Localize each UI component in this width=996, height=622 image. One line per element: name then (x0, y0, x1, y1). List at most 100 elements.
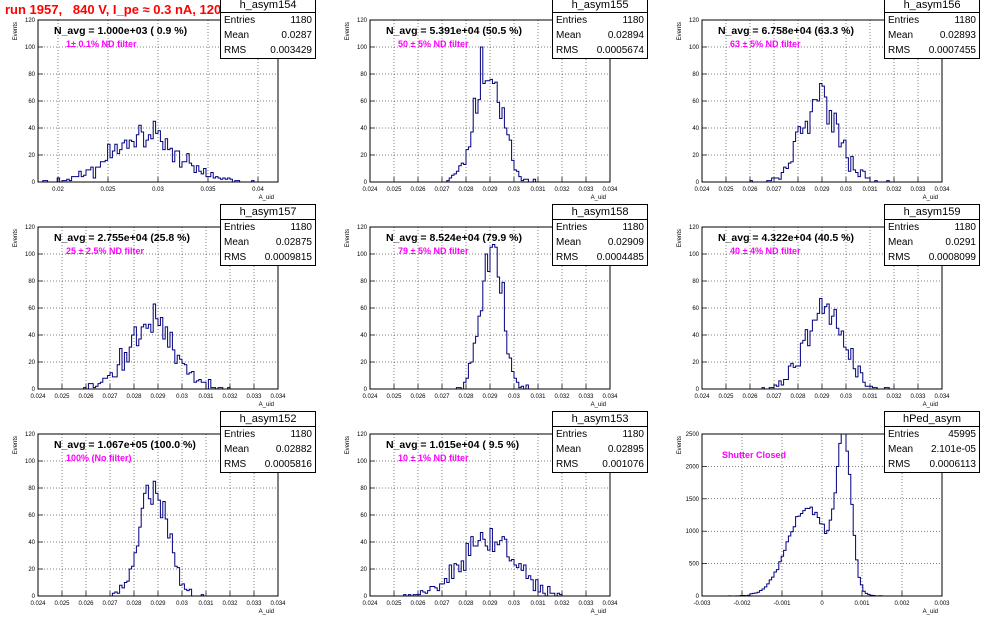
stat-label: Mean (888, 237, 914, 248)
stats-box: h_asym154 Entries 1180 Mean 0.0287 RMS 0.00342… (220, 0, 316, 59)
stats-box: h_asym159 Entries 1180 Mean 0.0291 RMS 0.00080… (884, 204, 980, 266)
stat-label: Entries (224, 15, 256, 26)
x-tick-label: 0.025 (54, 601, 70, 607)
histogram-line (702, 298, 942, 390)
x-tick-label: 0.025 (718, 394, 734, 400)
x-tick-label: 0.026 (410, 394, 426, 400)
histogram-plot: 0.024 0.025 0.026 0.027 0.028 0.029 0.03 0.031 0… (345, 18, 618, 201)
stat-label: Entries (888, 15, 920, 26)
histogram-panel: 0.024 0.025 0.026 0.027 0.028 0.029 0.03 0.031 0… (332, 0, 664, 206)
x-tick-label: 0.027 (766, 187, 782, 193)
stat-value: 0.0006113 (929, 459, 976, 470)
x-tick-label: 0.027 (102, 601, 118, 607)
y-tick-label: 120 (689, 18, 700, 24)
stat-row-rms: RMS 0.0007455 (885, 43, 979, 58)
x-tick-label: 0.024 (362, 601, 378, 607)
stat-row-mean: Mean 2.101e-05 (885, 442, 979, 457)
x-tick-label: 0.032 (222, 601, 238, 607)
x-tick-label: 0.033 (578, 394, 594, 400)
y-tick-label: 40 (360, 126, 367, 132)
stat-value: 1180 (622, 222, 644, 233)
y-tick-label: 60 (28, 513, 35, 519)
x-axis-label: A_uid (259, 402, 274, 408)
stat-value: 0.02893 (939, 30, 976, 41)
stat-row-rms: RMS 0.0008099 (885, 250, 979, 265)
y-tick-label: 100 (25, 45, 36, 51)
y-tick-label: 100 (689, 45, 700, 51)
x-tick-label: 0.025 (54, 394, 70, 400)
x-axis-label: A_uid (259, 609, 274, 615)
x-tick-label: 0.028 (458, 601, 474, 607)
stat-value: 0.0004485 (596, 252, 644, 263)
x-tick-label: 0.031 (530, 394, 546, 400)
stat-value: 0.0291 (945, 237, 976, 248)
x-tick-label: -0.003 (693, 601, 711, 607)
stat-row-mean: Mean 0.02909 (553, 235, 647, 250)
stat-label: Mean (224, 444, 250, 455)
y-tick-label: 20 (692, 360, 699, 366)
histogram-name: h_asym158 (553, 205, 647, 220)
x-tick-label: 0.034 (934, 187, 950, 193)
x-tick-label: 0.04 (252, 187, 264, 193)
x-tick-label: 0.033 (578, 601, 594, 607)
x-tick-label: 0.032 (222, 394, 238, 400)
stat-label: Mean (224, 237, 250, 248)
stat-value: 0.0005816 (264, 459, 312, 470)
x-tick-label: 0.03 (508, 394, 520, 400)
x-tick-label: 0.033 (246, 394, 262, 400)
x-tick-label: 0.027 (766, 394, 782, 400)
x-tick-label: 0.028 (790, 394, 806, 400)
stat-value: 0.02882 (275, 444, 312, 455)
x-tick-label: 0.029 (814, 394, 830, 400)
x-tick-label: 0.029 (814, 187, 830, 193)
stat-row-rms: RMS 0.0005816 (221, 457, 315, 472)
x-axis-label: A_uid (591, 195, 606, 201)
x-tick-label: 0.024 (694, 394, 710, 400)
histogram-plot: 0.024 0.025 0.026 0.027 0.028 0.029 0.03 0.031 0… (677, 225, 950, 408)
y-tick-label: 40 (360, 333, 367, 339)
histogram-plot: 0.024 0.025 0.026 0.027 0.028 0.029 0.03 0.031 0… (345, 225, 618, 408)
y-axis-label: Events (677, 229, 683, 247)
navg-label: N_avg = 5.391e+04 (50.5 %) (386, 25, 523, 37)
stat-label: RMS (556, 459, 579, 470)
stat-value: 0.0005674 (596, 45, 644, 56)
x-tick-label: 0.029 (482, 187, 498, 193)
histogram-panel: 0.024 0.025 0.026 0.027 0.028 0.029 0.03 0.031 0… (0, 411, 332, 620)
y-tick-label: 80 (28, 72, 35, 78)
histogram-line (38, 120, 278, 183)
x-tick-label: 0.03 (508, 187, 520, 193)
stat-label: RMS (224, 45, 247, 56)
y-tick-label: 20 (360, 567, 367, 573)
stat-label: RMS (888, 45, 911, 56)
x-tick-label: 0.02 (52, 187, 64, 193)
stat-row-mean: Mean 0.02894 (553, 28, 647, 43)
filter-note: Shutter Closed (722, 450, 787, 460)
y-tick-label: 100 (357, 252, 368, 258)
y-axis-label: Events (677, 436, 683, 454)
stat-label: Mean (888, 30, 914, 41)
x-tick-label: 0.026 (410, 601, 426, 607)
histogram-panel: 0.02 0.025 0.03 0.035 0.04 0 20 40 60 80 100 120 A_u… (0, 0, 332, 206)
filter-note: 50 ± 5% ND filter (398, 39, 469, 49)
stat-row-rms: RMS 0.003429 (221, 43, 315, 58)
y-tick-label: 120 (357, 225, 368, 231)
stat-value: 1180 (290, 15, 312, 26)
stat-label: Entries (888, 429, 920, 440)
y-tick-label: 120 (25, 18, 36, 24)
x-tick-label: -0.001 (773, 601, 791, 607)
stat-row-entries: Entries 1180 (553, 13, 647, 28)
x-tick-label: 0.032 (554, 394, 570, 400)
stats-box: h_asym153 Entries 1180 Mean 0.02895 RMS 0.0010… (552, 411, 648, 473)
y-axis-label: Events (13, 229, 19, 247)
stats-box: hPed_asym Entries 45995 Mean 2.101e-05 RMS 0.0… (884, 411, 980, 473)
x-tick-label: 0.025 (100, 187, 116, 193)
y-tick-label: 2000 (686, 464, 700, 470)
x-tick-label: 0.028 (126, 394, 142, 400)
stat-row-mean: Mean 0.02895 (553, 442, 647, 457)
x-tick-label: 0.025 (386, 394, 402, 400)
y-tick-label: 20 (692, 153, 699, 159)
navg-label: N_avg = 1.015e+04 ( 9.5 %) (386, 439, 520, 451)
stat-value: 0.0287 (281, 30, 312, 41)
y-tick-label: 100 (25, 459, 36, 465)
y-tick-label: 0 (364, 387, 368, 393)
